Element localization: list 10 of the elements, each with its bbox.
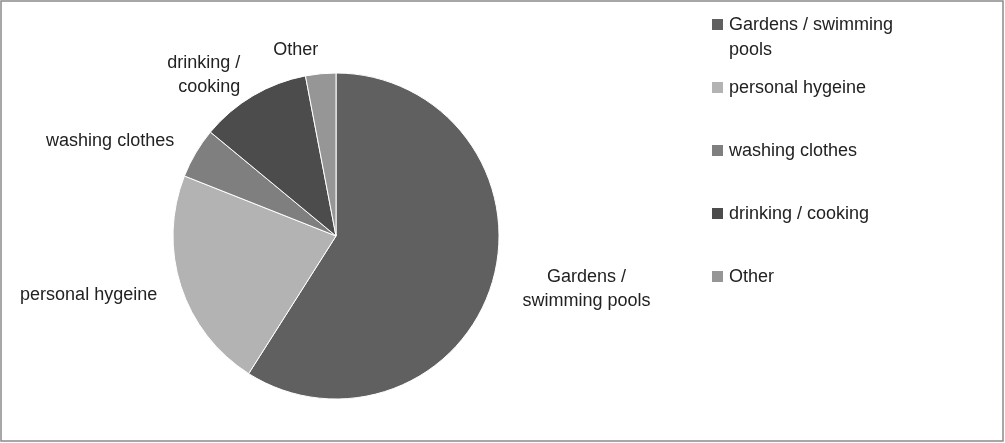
legend-label: personal hygeine [729,77,867,97]
slice-label: personal hygeine [20,284,158,305]
slice-label: Gardens / swimming pools [522,266,651,311]
slice-label: washing clothes [45,130,175,151]
legend-label: washing clothes [728,140,858,160]
legend-label: drinking / cooking [729,203,870,223]
legend-label: Gardens / swimming pools [729,14,894,59]
slice-label: drinking / cooking [167,52,241,97]
legend-label: Other [729,266,775,286]
slice-label: Other [273,38,319,59]
